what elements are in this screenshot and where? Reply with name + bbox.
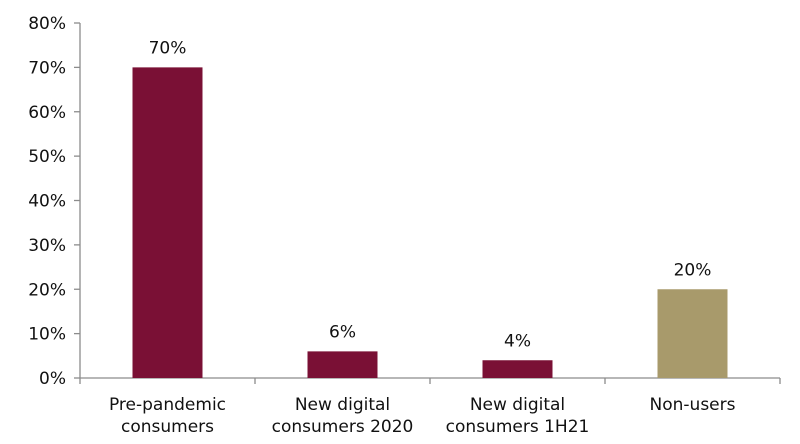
y-tick-label: 20%: [28, 280, 66, 300]
y-tick-label: 60%: [28, 103, 66, 123]
x-category-label: consumers: [121, 417, 214, 437]
y-axis: 0% 10% 20% 30% 40% 50% 60% 70% 80%: [28, 14, 81, 389]
x-category-label: consumers 2020: [272, 417, 414, 437]
y-tick-label: 30%: [28, 236, 66, 256]
bars: [132, 67, 728, 378]
x-axis: [79, 377, 781, 384]
data-labels: 70% 6% 4% 20%: [149, 38, 712, 351]
y-tick-label: 40%: [28, 192, 66, 212]
bar: [132, 67, 203, 378]
y-tick-label: 70%: [28, 58, 66, 78]
data-label: 20%: [674, 260, 712, 280]
data-label: 6%: [329, 322, 356, 342]
x-category-label: consumers 1H21: [446, 417, 590, 437]
y-tick-label: 10%: [28, 325, 66, 345]
x-category-label: New digital: [470, 395, 565, 415]
y-tick-label: 0%: [39, 369, 66, 389]
bar: [307, 351, 378, 378]
x-category-label: New digital: [295, 395, 390, 415]
y-tick-label: 80%: [28, 14, 66, 34]
bar: [482, 360, 553, 378]
y-tick-label: 50%: [28, 147, 66, 167]
x-category-label: Pre-pandemic: [109, 395, 226, 415]
bar: [657, 289, 728, 378]
data-label: 4%: [504, 331, 531, 351]
data-label: 70%: [149, 38, 187, 58]
x-category-label: Non-users: [650, 395, 736, 415]
